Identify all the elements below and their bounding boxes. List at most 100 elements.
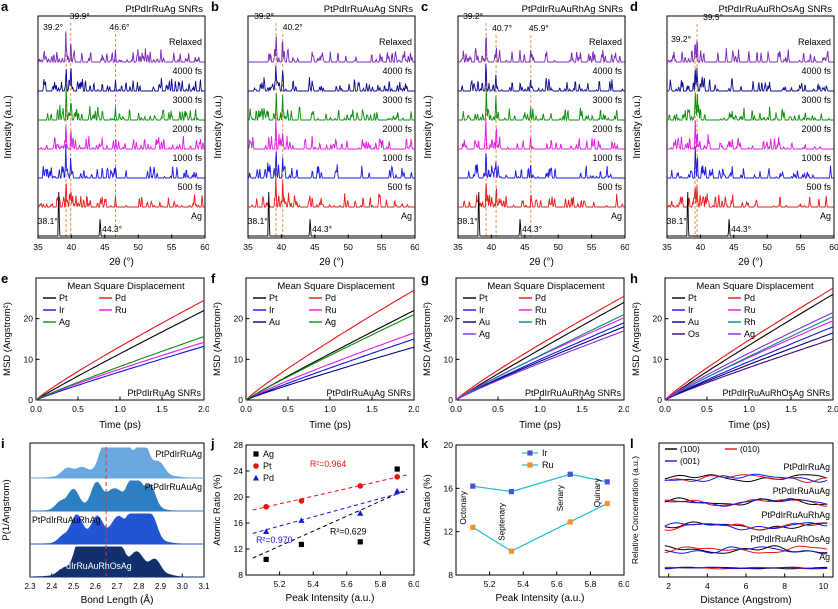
svg-text:PtPdIrRuAuRhOsAg: PtPdIrRuAuRhOsAg xyxy=(52,561,132,571)
svg-text:1000 fs: 1000 fs xyxy=(592,153,622,163)
svg-text:Ag: Ag xyxy=(59,317,70,327)
svg-text:2000 fs: 2000 fs xyxy=(801,124,831,134)
svg-text:Time (ps): Time (ps) xyxy=(99,420,141,431)
svg-text:Time (ps): Time (ps) xyxy=(309,420,351,431)
svg-text:Pt: Pt xyxy=(688,293,697,303)
svg-text:PtPdIrRuAuRhAg: PtPdIrRuAuRhAg xyxy=(762,510,831,520)
svg-text:Intensity (a.u.): Intensity (a.u.) xyxy=(213,95,224,158)
svg-text:Ir: Ir xyxy=(269,305,275,315)
svg-text:Pd: Pd xyxy=(535,293,546,303)
svg-text:3000 fs: 3000 fs xyxy=(172,95,202,105)
svg-text:2.0: 2.0 xyxy=(198,404,209,414)
svg-text:60: 60 xyxy=(829,242,838,252)
svg-text:1.0: 1.0 xyxy=(743,404,755,414)
svg-text:Ag: Ag xyxy=(820,211,831,221)
svg-text:Ru: Ru xyxy=(115,305,127,315)
svg-text:40: 40 xyxy=(487,242,497,252)
svg-text:35: 35 xyxy=(243,242,253,252)
panel-letter-c: c xyxy=(421,0,429,14)
svg-text:35: 35 xyxy=(662,242,672,252)
svg-text:60: 60 xyxy=(620,242,629,252)
svg-text:Ag: Ag xyxy=(263,449,274,459)
svg-text:Peak Intensity (a.u.): Peak Intensity (a.u.) xyxy=(286,593,375,604)
svg-text:Ir: Ir xyxy=(479,305,485,315)
svg-text:2.3: 2.3 xyxy=(24,582,36,591)
svg-text:20: 20 xyxy=(653,314,663,324)
svg-text:Ru: Ru xyxy=(325,305,337,315)
svg-text:1000 fs: 1000 fs xyxy=(382,153,412,163)
svg-text:PtPdIrRuAg: PtPdIrRuAg xyxy=(156,449,203,459)
svg-text:0.0: 0.0 xyxy=(450,404,462,414)
panel-concentration-profiles: l 2 4 6 8 10 Distance (Angstrom) Relative Conc… xyxy=(629,436,838,609)
svg-text:0: 0 xyxy=(28,395,33,405)
svg-text:38.1°: 38.1° xyxy=(458,216,478,226)
chart-h: 0.0 0.5 1.0 1.5 2.0 0 10 20 Time (ps) MSD (Angstr… xyxy=(631,277,838,431)
svg-text:Pt: Pt xyxy=(59,293,68,303)
svg-text:45.9°: 45.9° xyxy=(529,23,549,33)
svg-text:Rh: Rh xyxy=(535,317,547,327)
svg-text:PtPdIrRuAuRhOsAg SNRs: PtPdIrRuAuRhOsAg SNRs xyxy=(722,388,830,398)
svg-text:Septenary: Septenary xyxy=(496,502,506,541)
svg-text:45: 45 xyxy=(729,242,739,252)
panel-letter-g: g xyxy=(421,271,429,286)
svg-text:4000 fs: 4000 fs xyxy=(592,66,622,76)
svg-text:3.1: 3.1 xyxy=(198,582,209,591)
svg-text:2.7: 2.7 xyxy=(111,582,123,591)
svg-text:Intensity (a.u.): Intensity (a.u.) xyxy=(632,95,643,158)
svg-text:2θ (°): 2θ (°) xyxy=(529,257,554,268)
svg-text:39.2°: 39.2° xyxy=(43,22,63,32)
svg-text:5.4: 5.4 xyxy=(307,579,319,589)
svg-text:Ru: Ru xyxy=(542,460,554,470)
svg-text:24: 24 xyxy=(234,466,244,476)
panel-bond-length: i 2.3 2.4 2.5 2.6 2.7 2.8 2.9 3.0 3.1 Bond Length… xyxy=(0,436,209,609)
panel-atomic-ratio-ir-ru: k 5.2 5.4 5.6 5.8 6.0 8 12 16 20 Peak Intensity (… xyxy=(420,436,629,609)
svg-text:5.8: 5.8 xyxy=(374,579,386,589)
panel-atomic-ratio-fit: j 5.2 5.4 5.6 5.8 6.0 8 12 16 20 24 28 Peak Intensi… xyxy=(210,436,419,609)
svg-text:6: 6 xyxy=(744,581,749,591)
svg-text:0: 0 xyxy=(448,395,453,405)
svg-text:PtPdIrRuAg SNRs: PtPdIrRuAg SNRs xyxy=(127,388,201,398)
svg-text:R²=0.964: R²=0.964 xyxy=(310,459,347,469)
svg-text:50: 50 xyxy=(762,242,772,252)
svg-text:0.0: 0.0 xyxy=(240,404,252,414)
svg-text:Pt: Pt xyxy=(269,293,278,303)
svg-text:3000 fs: 3000 fs xyxy=(592,95,622,105)
svg-text:2θ (°): 2θ (°) xyxy=(319,257,344,268)
svg-text:Pt: Pt xyxy=(263,461,272,471)
svg-text:39.9°: 39.9° xyxy=(70,11,90,21)
svg-text:Ag: Ag xyxy=(819,552,830,562)
svg-text:39.2°: 39.2° xyxy=(671,34,691,44)
svg-text:46.6°: 46.6° xyxy=(110,22,130,32)
svg-text:PtPdIrRuAuRhOsAg: PtPdIrRuAuRhOsAg xyxy=(750,534,830,544)
chart-c: 35 40 45 50 55 60 2θ (°) Intensity (a.u.) Relaxe… xyxy=(423,4,629,268)
svg-text:40: 40 xyxy=(277,242,287,252)
svg-text:Ir: Ir xyxy=(688,305,694,315)
svg-text:4000 fs: 4000 fs xyxy=(382,66,412,76)
svg-text:Ag: Ag xyxy=(191,211,202,221)
svg-text:2.6: 2.6 xyxy=(90,582,102,591)
svg-text:1.5: 1.5 xyxy=(785,404,797,414)
svg-text:Intensity (a.u.): Intensity (a.u.) xyxy=(423,95,434,158)
panel-letter-j: j xyxy=(211,436,215,451)
svg-text:16: 16 xyxy=(234,518,244,528)
svg-text:Ir: Ir xyxy=(542,448,548,458)
svg-text:500 fs: 500 fs xyxy=(806,182,831,192)
svg-text:16: 16 xyxy=(444,483,454,493)
svg-text:6.0: 6.0 xyxy=(618,579,629,589)
svg-text:Mean Square Displacement: Mean Square Displacement xyxy=(487,281,605,292)
panel-letter-i: i xyxy=(1,436,5,451)
svg-text:5.6: 5.6 xyxy=(341,579,353,589)
svg-text:Distance (Angstrom): Distance (Angstrom) xyxy=(700,595,791,606)
svg-text:8: 8 xyxy=(238,570,243,580)
chart-f: 0.0 0.5 1.0 1.5 2.0 0 10 20 Time (ps) MSD (Angstr… xyxy=(212,277,419,431)
panel-letter-d: d xyxy=(630,0,638,14)
svg-text:2.4: 2.4 xyxy=(46,582,58,591)
svg-text:PtPdIrRuAg: PtPdIrRuAg xyxy=(784,462,831,472)
svg-text:3000 fs: 3000 fs xyxy=(382,95,412,105)
svg-text:20: 20 xyxy=(234,492,244,502)
chart-d: 35 40 45 50 55 60 2θ (°) Intensity (a.u.) Relaxe… xyxy=(632,4,838,268)
svg-text:5.6: 5.6 xyxy=(551,579,563,589)
svg-text:2.0: 2.0 xyxy=(827,404,838,414)
svg-text:20: 20 xyxy=(234,314,244,324)
svg-text:Time (ps): Time (ps) xyxy=(728,420,770,431)
